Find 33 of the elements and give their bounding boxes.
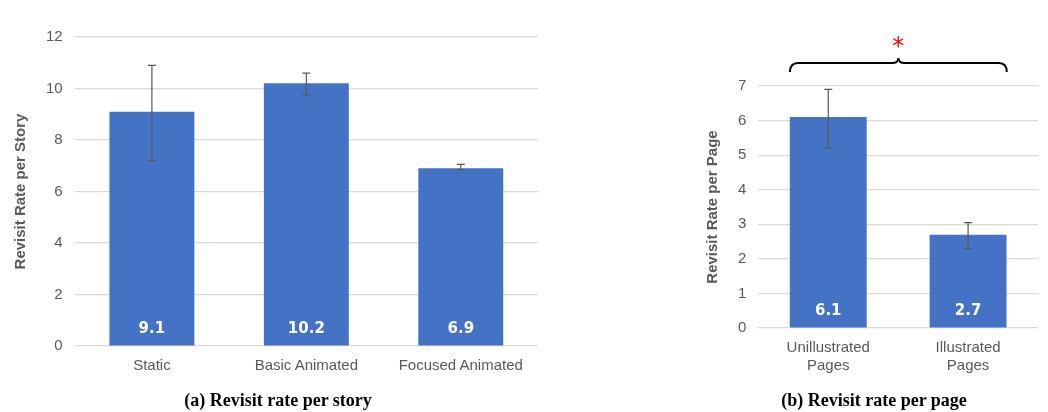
text: (b) Revisit rate per page bbox=[780, 390, 968, 411]
data-label: 6.9 bbox=[447, 318, 475, 337]
y-tick-label: 3 bbox=[738, 214, 747, 232]
y-tick-label: 10 bbox=[46, 78, 63, 96]
y-tick-label: 8 bbox=[54, 130, 63, 148]
x-tick-label: Unillustrated Pages bbox=[786, 338, 870, 374]
y-tick-label: 0 bbox=[738, 318, 747, 336]
data-label: 2.7 bbox=[954, 300, 982, 319]
text: * bbox=[892, 32, 905, 60]
y-axis-title: Revisit Rate per Page bbox=[703, 130, 721, 284]
y-axis-title: Revisit Rate per Story bbox=[11, 112, 29, 270]
data-label: 6.1 bbox=[814, 300, 842, 319]
y-tick-label: 4 bbox=[738, 179, 747, 197]
text: (a) Revisit rate per story bbox=[183, 390, 373, 411]
data-label: 10.2 bbox=[287, 318, 325, 337]
x-tick-label: Basic Animated bbox=[254, 356, 359, 374]
x-tick-label: Focused Animated bbox=[398, 356, 523, 374]
bar bbox=[109, 111, 195, 346]
y-tick-label: 7 bbox=[738, 76, 747, 94]
x-tick-label: Illustrated Pages bbox=[935, 338, 1001, 374]
bar bbox=[418, 168, 504, 346]
y-tick-label: 5 bbox=[738, 145, 747, 163]
y-tick-label: 2 bbox=[738, 249, 747, 266]
y-tick-label: 6 bbox=[54, 181, 63, 199]
y-tick-label: 4 bbox=[54, 233, 63, 251]
y-tick-label: 12 bbox=[46, 27, 63, 45]
data-label: 9.1 bbox=[138, 318, 166, 337]
y-tick-label: 0 bbox=[54, 336, 63, 354]
bar bbox=[263, 83, 349, 346]
y-tick-label: 2 bbox=[54, 284, 63, 302]
y-tick-label: 6 bbox=[738, 110, 747, 128]
x-tick-label: Static bbox=[133, 356, 172, 374]
y-tick-label: 1 bbox=[738, 283, 747, 301]
